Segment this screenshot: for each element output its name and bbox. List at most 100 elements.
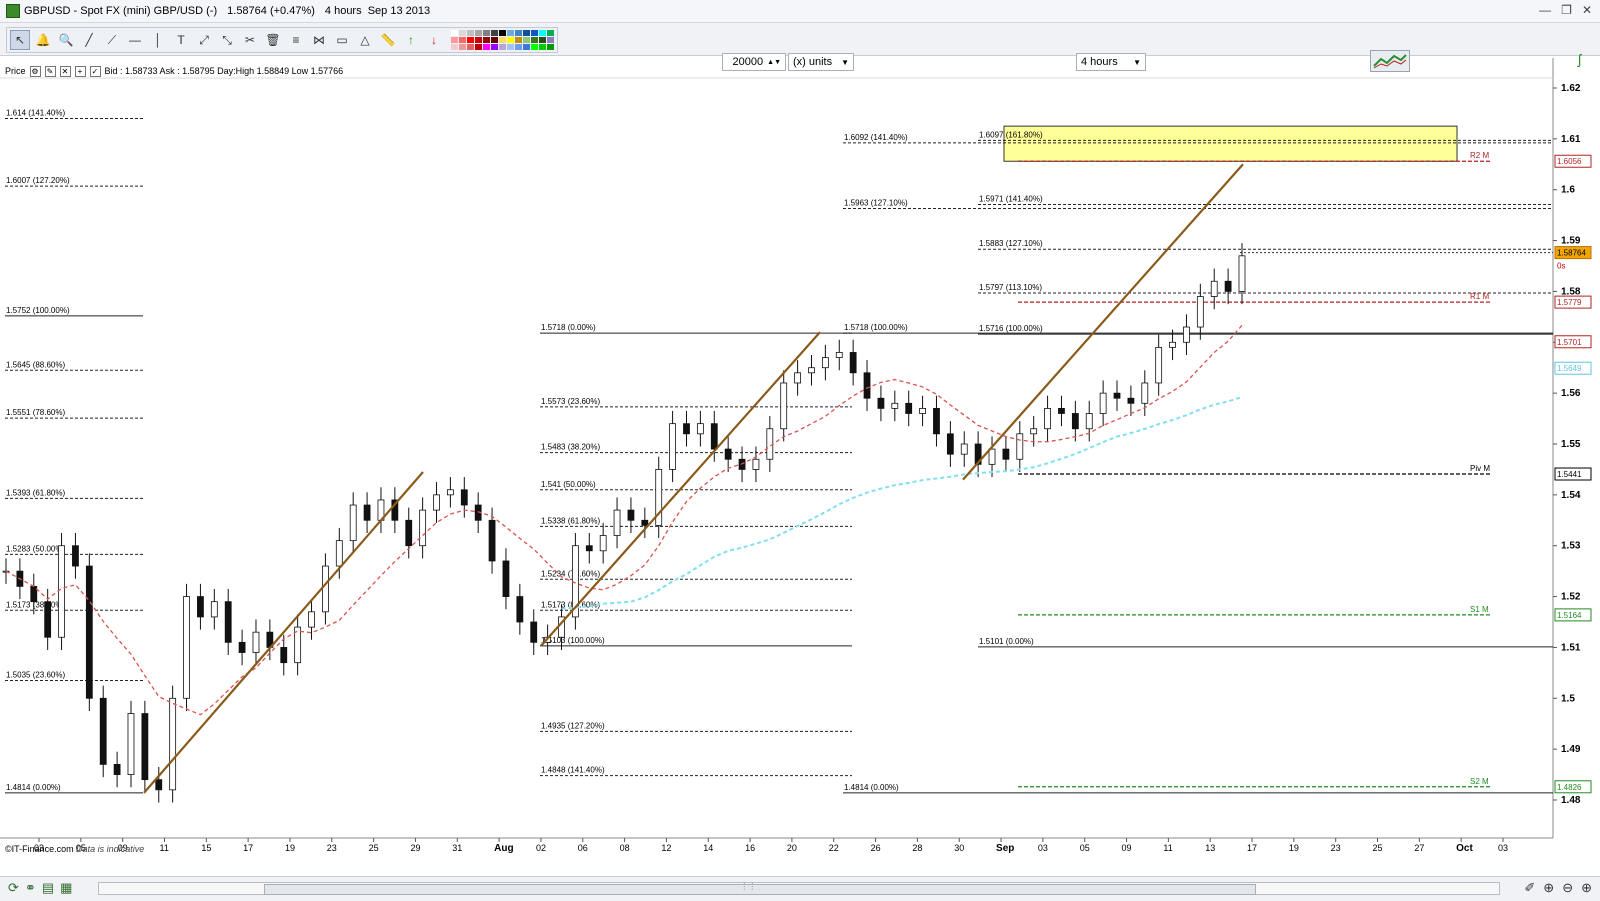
color-swatch[interactable] [467,44,474,50]
color-swatch[interactable] [491,44,498,50]
pointer-icon[interactable]: ↖ [10,30,30,50]
x-tick-label: 03 [1038,843,1048,853]
color-swatch[interactable] [499,30,506,36]
color-swatch[interactable] [539,37,546,43]
color-swatch[interactable] [531,30,538,36]
spinner-icon[interactable]: ▲▼ [767,58,781,66]
color-swatch[interactable] [499,44,506,50]
horizontal-line-icon[interactable]: — [129,33,141,47]
candle-body [488,519,496,562]
restore-icon[interactable]: ❐ [1561,3,1572,17]
color-swatch[interactable] [483,30,490,36]
ruler-icon[interactable]: 📏 [380,33,396,47]
zoom-in-icon[interactable]: ⊕ [1581,880,1592,895]
color-swatch[interactable] [467,37,474,43]
andrews-icon[interactable]: ⋈ [313,33,325,47]
x-tick-label: 02 [536,843,546,853]
remove-icon[interactable]: ✕ [59,65,71,77]
color-swatch[interactable] [507,30,514,36]
color-swatch[interactable] [547,30,554,36]
color-swatch[interactable] [483,44,490,50]
color-swatch[interactable] [539,30,546,36]
properties-icon[interactable]: ⚙ [29,65,41,77]
fib-level-label: 1.4814 (0.00%) [6,783,61,792]
color-swatch[interactable] [499,37,506,43]
zoom-icon[interactable]: 🔍 [58,33,74,47]
refresh-icon[interactable]: ⟳ [8,880,19,895]
color-swatch[interactable] [547,37,554,43]
fib-fan-icon[interactable]: ⤡ [222,32,232,47]
trend-line-icon[interactable]: ⟋ [107,32,117,47]
fib-level-label: 1.6092 (141.40%) [844,133,908,142]
fib-retrace-icon[interactable]: ≡ [292,33,300,47]
settings-icon[interactable]: ✎ [44,65,56,77]
color-swatch[interactable] [459,30,466,36]
interval-select[interactable]: 4 hours ▼ [1076,53,1146,71]
color-swatch[interactable] [531,37,538,43]
color-swatch[interactable] [523,37,530,43]
price-tag-label: 1.6056 [1557,157,1582,166]
alert-icon[interactable]: 🔔 [35,33,51,47]
layers-icon[interactable]: ▤ [41,880,55,895]
sell-arrow-icon[interactable]: ↓ [431,33,437,47]
fib-arc-icon[interactable]: ⤢ [199,32,209,47]
color-swatch[interactable] [547,44,554,50]
color-swatch[interactable] [523,44,530,50]
color-swatch[interactable] [475,44,482,50]
color-swatch[interactable] [515,30,522,36]
x-tick-label: 14 [703,843,713,853]
color-palette[interactable] [451,30,554,50]
candle-body [294,626,302,664]
color-swatch[interactable] [491,37,498,43]
color-swatch[interactable] [507,44,514,50]
color-swatch[interactable] [483,37,490,43]
color-swatch[interactable] [491,30,498,36]
trendline [540,331,821,647]
zoom-out-icon[interactable]: ⊖ [1562,880,1574,895]
quantity-input[interactable]: 20000 ▲▼ [722,53,786,71]
add-indicator-icon[interactable]: + [74,65,86,77]
window-title-symbol: GBPUSD - Spot FX (mini) GBP/USD (-) [24,5,218,17]
draw-icon[interactable]: ✐ [1524,880,1536,895]
close-icon[interactable]: ✕ [1581,3,1592,17]
color-swatch[interactable] [531,44,538,50]
color-swatch[interactable] [475,37,482,43]
chart-type-button[interactable] [1370,50,1410,72]
fit-zoom-icon[interactable]: ⊕ [1543,880,1555,895]
horizontal-scrollbar[interactable] [98,882,1500,895]
color-swatch[interactable] [459,37,466,43]
color-swatch[interactable] [539,44,546,50]
scrollbar-thumb[interactable] [264,882,1256,895]
triangle-icon[interactable]: △ [360,33,370,47]
x-tick-label: 23 [327,843,337,853]
price-tag [1554,467,1592,481]
color-swatch[interactable] [451,30,458,36]
color-swatch[interactable] [451,37,458,43]
x-tick-label: 17 [243,843,253,853]
minimize-icon[interactable]: — [1539,3,1552,17]
link-icon[interactable]: ⚭ [24,880,36,895]
candle-body [58,545,65,638]
color-swatch[interactable] [451,44,458,50]
line-icon[interactable]: ╱ [85,33,93,47]
window-title-price: 1.58764 (+0.47%) [227,5,315,17]
color-swatch[interactable] [459,44,466,50]
color-swatch[interactable] [475,30,482,36]
indicator-icon[interactable]: ʃ [1578,51,1582,67]
color-swatch[interactable] [507,37,514,43]
vertical-line-icon[interactable]: │ [154,33,162,47]
buy-arrow-icon[interactable]: ↑ [408,33,414,47]
delete-icon[interactable]: 🗑 [265,33,281,47]
text-icon[interactable]: T [177,33,185,47]
rectangle-icon[interactable]: ▭ [336,33,348,47]
tools-icon[interactable]: ✂ [244,33,256,47]
color-swatch[interactable] [523,30,530,36]
layout-icon[interactable]: ▦ [60,880,73,895]
visibility-icon[interactable]: ✓ [89,65,101,77]
color-swatch[interactable] [515,37,522,43]
color-swatch[interactable] [515,44,522,50]
units-select[interactable]: (x) units ▼ [788,53,854,71]
price-chart[interactable]: 1.621.611.61.591.581.571.561.551.541.531… [0,58,1600,876]
color-swatch[interactable] [467,30,474,36]
fib-level-label: 1.5101 (0.00%) [979,637,1034,646]
